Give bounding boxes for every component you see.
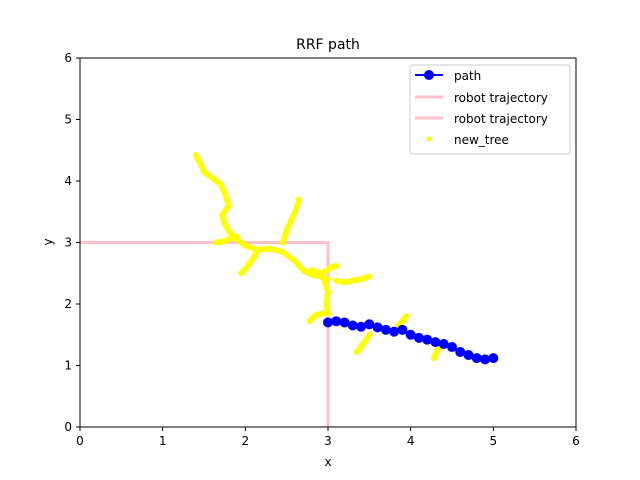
path-point	[323, 317, 333, 328]
legend-path-marker	[424, 70, 434, 80]
legend-box	[409, 64, 571, 155]
series-layer	[80, 152, 499, 427]
path-point	[455, 346, 466, 357]
path-point	[380, 324, 391, 335]
new-tree-point	[402, 314, 409, 321]
path-point	[331, 316, 342, 327]
new-tree-point	[232, 234, 238, 241]
y-axis-label: y	[41, 238, 55, 245]
x-tick-label: 3	[324, 434, 332, 448]
y-tick-label: 3	[64, 236, 72, 250]
path-point	[397, 324, 408, 335]
new-tree-point	[221, 218, 228, 225]
new-tree-point	[224, 199, 231, 206]
path-point	[356, 321, 367, 332]
x-axis: 0 1 2 3 4 5 6	[76, 427, 580, 448]
legend-path-label: path	[454, 69, 481, 83]
new-tree-point	[339, 279, 346, 286]
new-tree-point	[332, 263, 339, 270]
new-tree-point	[288, 255, 295, 262]
path-point	[471, 353, 482, 364]
y-tick-label: 4	[64, 174, 72, 188]
path-point	[422, 334, 433, 345]
new-tree-point	[276, 247, 283, 254]
new-tree-point	[240, 241, 247, 248]
new-tree-point	[323, 297, 330, 304]
y-axis: 0 1 2 3 4 5 6	[64, 51, 80, 434]
new-tree-point	[318, 310, 325, 317]
x-tick-label: 0	[76, 434, 84, 448]
x-axis-label: x	[324, 455, 331, 469]
new-tree-point	[364, 274, 371, 281]
new-tree-point	[248, 257, 255, 264]
y-tick-label: 1	[64, 359, 72, 373]
x-tick-label: 2	[242, 434, 250, 448]
y-tick-label: 6	[64, 51, 72, 65]
y-tick-label: 2	[64, 297, 72, 311]
path-point	[488, 353, 499, 364]
new-tree-point	[292, 205, 299, 212]
new-tree-point	[365, 333, 372, 340]
path-point	[438, 338, 449, 349]
new-tree-point	[264, 245, 271, 252]
path-point	[405, 329, 416, 340]
y-tick-label: 5	[64, 113, 72, 127]
legend-new-tree-marker	[426, 136, 432, 142]
new-tree-point	[280, 237, 287, 244]
path-point	[364, 319, 375, 330]
new-tree-point	[207, 173, 214, 180]
legend-robot-trajectory-label-2: robot trajectory	[454, 112, 548, 126]
path-point	[372, 322, 383, 333]
legend-robot-trajectory-label-1: robot trajectory	[454, 91, 548, 105]
path-point	[480, 354, 491, 365]
path-point	[347, 320, 358, 331]
path-point	[447, 342, 457, 353]
legend-new-tree-label: new_tree	[454, 133, 509, 147]
new-tree-point	[288, 215, 295, 222]
path-point	[389, 326, 400, 337]
path-point	[413, 332, 424, 343]
legend: path robot trajectory robot trajectory n…	[409, 64, 571, 155]
new-tree-point	[220, 209, 227, 216]
path-point	[463, 350, 474, 361]
chart-title: RRF path	[296, 37, 360, 53]
robot-trajectory-line	[80, 241, 330, 427]
new-tree-point	[323, 285, 330, 292]
x-tick-label: 4	[407, 434, 415, 448]
new-tree-point	[220, 187, 227, 194]
path-point	[430, 337, 441, 348]
x-tick-label: 6	[572, 434, 580, 448]
x-tick-label: 1	[159, 434, 167, 448]
x-tick-label: 5	[490, 434, 498, 448]
new-tree-point	[298, 264, 305, 271]
new-tree-point	[253, 248, 260, 255]
y-tick-label: 0	[64, 420, 72, 434]
path-point	[339, 317, 350, 328]
